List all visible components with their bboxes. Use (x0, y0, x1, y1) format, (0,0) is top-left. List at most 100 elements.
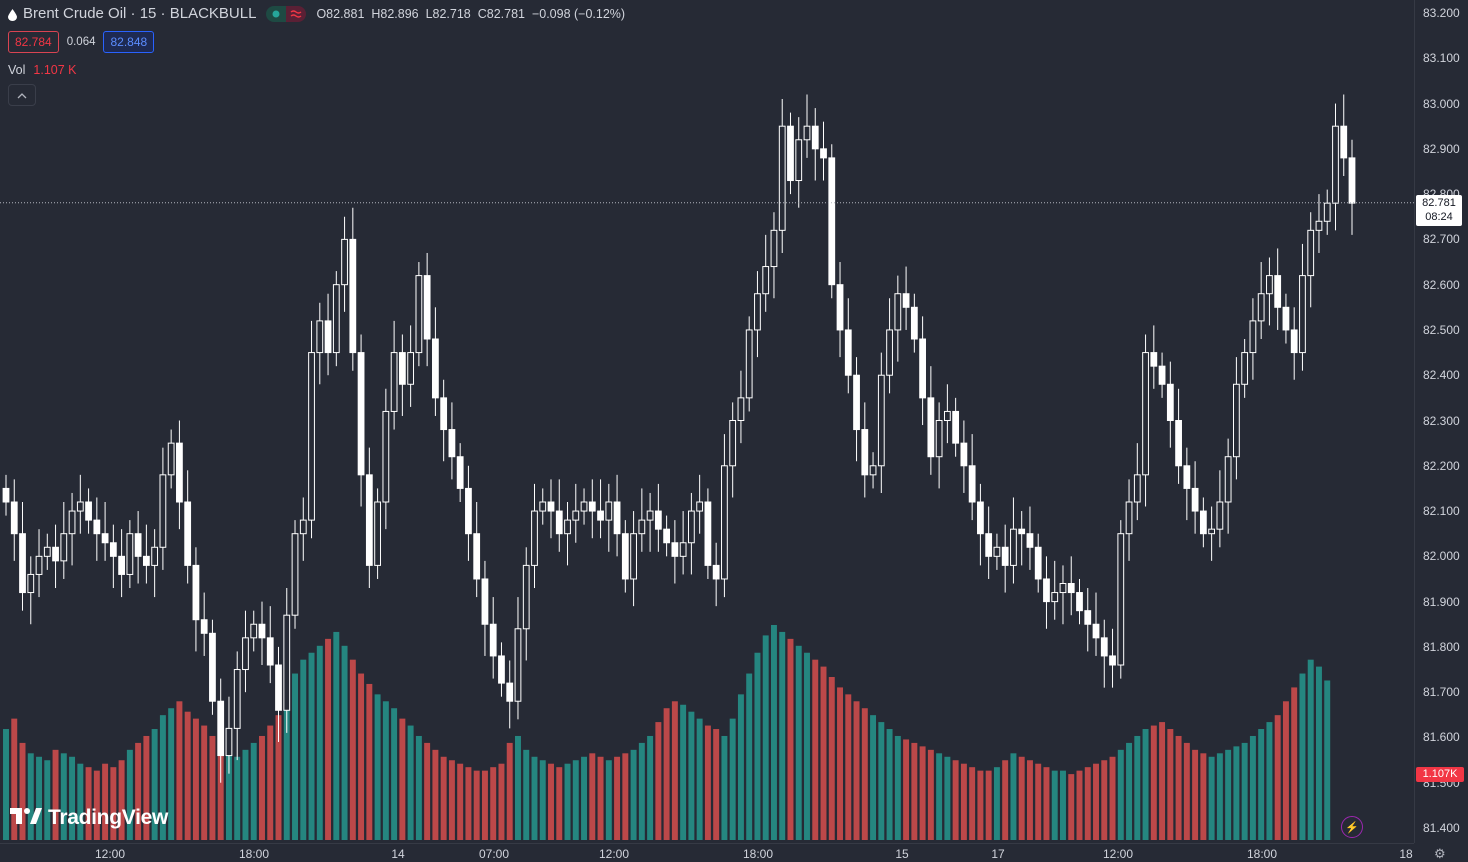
candle-body[interactable] (1133, 474, 1141, 503)
candle-body[interactable] (126, 533, 134, 575)
candle-body[interactable] (894, 293, 902, 331)
candle-body[interactable] (432, 338, 439, 399)
candle-body[interactable] (225, 727, 233, 757)
candle-body[interactable] (1043, 578, 1050, 603)
candle-body[interactable] (109, 542, 117, 557)
candle-body[interactable] (19, 533, 26, 594)
candle-body[interactable] (1257, 293, 1265, 322)
candle-body[interactable] (1249, 320, 1257, 354)
candle-body[interactable] (729, 420, 737, 467)
candle-body[interactable] (142, 555, 150, 566)
candle-body[interactable] (687, 510, 695, 544)
candle-body[interactable] (473, 533, 481, 580)
candle-body[interactable] (977, 501, 984, 535)
candle-body[interactable] (886, 329, 893, 376)
candle-body[interactable] (1034, 546, 1042, 580)
candle-body[interactable] (522, 564, 530, 630)
candle-body[interactable] (349, 238, 357, 354)
candle-body[interactable] (283, 614, 291, 711)
candle-body[interactable] (654, 510, 662, 530)
candle-body[interactable] (1010, 528, 1017, 566)
candle-body[interactable] (877, 374, 885, 467)
candle-body[interactable] (671, 542, 679, 557)
candle-body[interactable] (10, 501, 18, 535)
candle-body[interactable] (853, 374, 860, 431)
candle-body[interactable] (465, 487, 472, 535)
candle-body[interactable] (1166, 383, 1174, 421)
candle-body[interactable] (1084, 610, 1092, 625)
candle-body[interactable] (1092, 623, 1100, 639)
candle-body[interactable] (233, 669, 241, 729)
candle-body[interactable] (1348, 157, 1356, 204)
candle-body[interactable] (76, 501, 84, 512)
candle-body[interactable] (795, 139, 803, 182)
candle-body[interactable] (415, 275, 423, 354)
candle-body[interactable] (365, 474, 373, 566)
candle-body[interactable] (754, 293, 761, 331)
candle-body[interactable] (1051, 592, 1059, 603)
candle-body[interactable] (250, 623, 258, 639)
candle-body[interactable] (745, 329, 753, 399)
candle-body[interactable] (1323, 202, 1331, 222)
candle-body[interactable] (638, 519, 646, 535)
candle-body[interactable] (820, 148, 827, 159)
candle-body[interactable] (605, 501, 613, 521)
tradingview-logo[interactable]: TradingView (10, 806, 168, 830)
candle-body[interactable] (1307, 229, 1315, 277)
candle-body[interactable] (985, 533, 993, 557)
candle-body[interactable] (919, 338, 926, 399)
candle-body[interactable] (258, 623, 266, 639)
candle-body[interactable] (811, 125, 819, 150)
candle-body[interactable] (910, 306, 918, 340)
candle-body[interactable] (390, 352, 398, 412)
candle-body[interactable] (836, 284, 844, 331)
collapse-legend-button[interactable] (8, 84, 36, 106)
candle-body[interactable] (308, 352, 315, 521)
candle-body[interactable] (159, 474, 167, 548)
candle-body[interactable] (927, 397, 935, 458)
candle-body[interactable] (1224, 456, 1232, 503)
candle-body[interactable] (1199, 510, 1207, 535)
candle-body[interactable] (960, 442, 968, 467)
candle-body[interactable] (597, 510, 604, 521)
candle-body[interactable] (275, 664, 282, 711)
candle-body[interactable] (630, 533, 637, 580)
candle-body[interactable] (1241, 352, 1249, 385)
candle-body[interactable] (456, 456, 464, 489)
candle-body[interactable] (27, 573, 35, 594)
sell-price-button[interactable]: 82.784 (8, 31, 59, 53)
candle-body[interactable] (1018, 528, 1026, 535)
candle-body[interactable] (448, 429, 456, 458)
candle-body[interactable] (679, 542, 687, 557)
market-status-pill[interactable] (266, 5, 307, 22)
candle-body[interactable] (762, 266, 770, 295)
candle-body[interactable] (1290, 329, 1298, 354)
candle-body[interactable] (547, 501, 555, 512)
candle-body[interactable] (1282, 306, 1290, 331)
candle-body[interactable] (299, 519, 307, 535)
candle-body[interactable] (646, 510, 654, 521)
symbol-title[interactable]: Brent Crude Oil · 15 · BLACKBULL (23, 5, 257, 22)
candle-body[interactable] (1315, 220, 1323, 231)
candle-body[interactable] (52, 546, 59, 562)
candle-body[interactable] (770, 229, 778, 268)
candle-body[interactable] (539, 501, 547, 512)
candle-body[interactable] (1332, 125, 1339, 204)
volume-label[interactable]: Vol (8, 63, 26, 77)
candle-body[interactable] (1274, 275, 1282, 308)
candle-body[interactable] (357, 352, 365, 476)
candle-body[interactable] (1299, 275, 1306, 354)
candle-body[interactable] (176, 442, 183, 503)
candle-body[interactable] (60, 533, 68, 562)
settings-gear-icon[interactable]: ⚙ (1434, 846, 1446, 861)
candle-body[interactable] (481, 578, 489, 625)
candle-body[interactable] (101, 533, 109, 544)
candle-body[interactable] (398, 352, 406, 385)
candle-body[interactable] (1208, 528, 1216, 535)
buy-price-button[interactable]: 82.848 (103, 31, 155, 53)
price-chart-plot[interactable] (0, 0, 1414, 843)
candle-body[interactable] (1142, 352, 1149, 476)
candle-body[interactable] (1125, 501, 1133, 535)
candle-body[interactable] (952, 410, 960, 444)
candle-body[interactable] (1059, 583, 1067, 594)
